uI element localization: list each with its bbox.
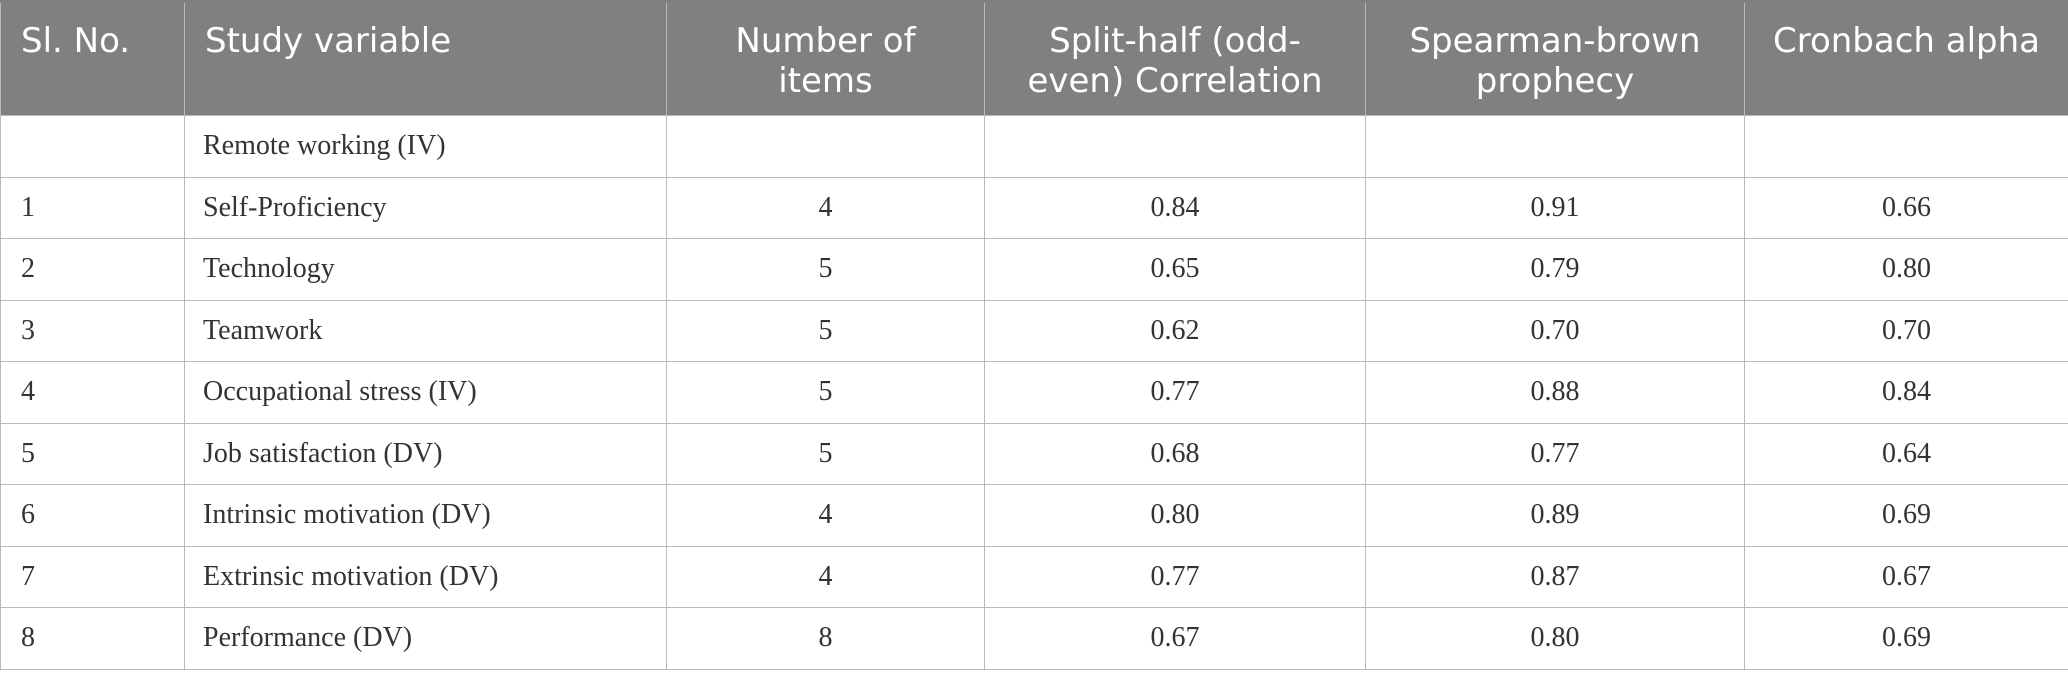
cell-split-half-correlation: 0.62 [984, 299, 1366, 362]
cell-cronbach-alpha: 0.66 [1744, 176, 2068, 239]
cell-split-half-correlation: 0.77 [984, 545, 1366, 608]
cell-study-variable: Performance (DV) [184, 607, 667, 670]
cell-number-of-items: 5 [666, 299, 985, 362]
header-split-half-correlation: Split-half (odd-even) Correlation [984, 0, 1366, 116]
cell-cronbach-alpha: 0.80 [1744, 238, 2068, 301]
cell-number-of-items: 4 [666, 484, 985, 547]
cell-sl-no: 4 [0, 361, 185, 424]
cell-study-variable: Self-Proficiency [184, 176, 667, 239]
cell-sl-no: 5 [0, 422, 185, 485]
cell-spearman-brown: 0.87 [1365, 545, 1745, 608]
cell-cronbach-alpha: 0.70 [1744, 299, 2068, 362]
cell-number-of-items: 5 [666, 238, 985, 301]
cell-study-variable: Teamwork [184, 299, 667, 362]
cell-spearman-brown: 0.89 [1365, 484, 1745, 547]
cell-sl-no: 1 [0, 176, 185, 239]
cell-sl-no: 6 [0, 484, 185, 547]
cell-split-half-correlation: 0.67 [984, 607, 1366, 670]
cell-split-half-correlation: 0.68 [984, 422, 1366, 485]
table-row: 4 Occupational stress (IV) 5 0.77 0.88 0.84 [0, 361, 2068, 424]
cell-sl-no: 2 [0, 238, 185, 301]
header-sl-no: Sl. No. [0, 0, 185, 116]
cell-study-variable: Extrinsic motivation (DV) [184, 545, 667, 608]
cell-number-of-items: 8 [666, 607, 985, 670]
table-row: Remote working (IV) [0, 115, 2068, 178]
cell-spearman-brown: 0.80 [1365, 607, 1745, 670]
table-row: 3 Teamwork 5 0.62 0.70 0.70 [0, 299, 2068, 362]
table-row: 7 Extrinsic motivation (DV) 4 0.77 0.87 0.67 [0, 545, 2068, 608]
cell-sl-no: 3 [0, 299, 185, 362]
cell-cronbach-alpha: 0.84 [1744, 361, 2068, 424]
table-row: 1 Self-Proficiency 4 0.84 0.91 0.66 [0, 176, 2068, 239]
table-row: 5 Job satisfaction (DV) 5 0.68 0.77 0.64 [0, 422, 2068, 485]
cell-spearman-brown: 0.77 [1365, 422, 1745, 485]
cell-split-half-correlation [984, 115, 1366, 178]
cell-spearman-brown: 0.79 [1365, 238, 1745, 301]
header-study-variable: Study variable [184, 0, 667, 116]
table-row: 6 Intrinsic motivation (DV) 4 0.80 0.89 0.69 [0, 484, 2068, 547]
cell-spearman-brown: 0.91 [1365, 176, 1745, 239]
cell-sl-no [0, 115, 185, 178]
cell-study-variable: Technology [184, 238, 667, 301]
cell-number-of-items: 4 [666, 176, 985, 239]
header-row: Sl. No. Study variable Number of items S… [0, 0, 2068, 116]
cell-cronbach-alpha [1744, 115, 2068, 178]
reliability-table: Sl. No. Study variable Number of items S… [0, 0, 2068, 670]
cell-sl-no: 7 [0, 545, 185, 608]
cell-number-of-items [666, 115, 985, 178]
cell-cronbach-alpha: 0.69 [1744, 484, 2068, 547]
cell-number-of-items: 4 [666, 545, 985, 608]
cell-study-variable: Intrinsic motivation (DV) [184, 484, 667, 547]
cell-number-of-items: 5 [666, 361, 985, 424]
cell-split-half-correlation: 0.80 [984, 484, 1366, 547]
cell-split-half-correlation: 0.84 [984, 176, 1366, 239]
cell-spearman-brown [1365, 115, 1745, 178]
cell-spearman-brown: 0.70 [1365, 299, 1745, 362]
table-header: Sl. No. Study variable Number of items S… [0, 0, 2068, 116]
header-cronbach-alpha: Cronbach alpha [1744, 0, 2068, 116]
cell-sl-no: 8 [0, 607, 185, 670]
cell-cronbach-alpha: 0.67 [1744, 545, 2068, 608]
table-row: 8 Performance (DV) 8 0.67 0.80 0.69 [0, 607, 2068, 670]
cell-cronbach-alpha: 0.69 [1744, 607, 2068, 670]
cell-cronbach-alpha: 0.64 [1744, 422, 2068, 485]
table-row: 2 Technology 5 0.65 0.79 0.80 [0, 238, 2068, 301]
table-body: Remote working (IV) 1 Self-Proficiency 4 0.8… [0, 115, 2068, 670]
header-number-of-items: Number of items [666, 0, 985, 116]
cell-number-of-items: 5 [666, 422, 985, 485]
cell-split-half-correlation: 0.65 [984, 238, 1366, 301]
cell-split-half-correlation: 0.77 [984, 361, 1366, 424]
cell-study-variable: Job satisfaction (DV) [184, 422, 667, 485]
cell-study-variable: Remote working (IV) [184, 115, 667, 178]
cell-spearman-brown: 0.88 [1365, 361, 1745, 424]
cell-study-variable: Occupational stress (IV) [184, 361, 667, 424]
header-spearman-brown-prophecy: Spearman-brown prophecy [1365, 0, 1745, 116]
